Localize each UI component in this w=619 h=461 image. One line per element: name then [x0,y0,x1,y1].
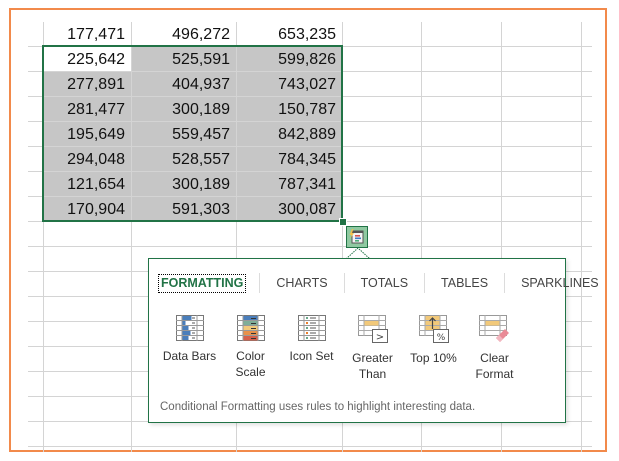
tool-label: Top 10% [403,350,464,366]
grid-col-line [342,22,343,452]
cell[interactable]: 300,189 [132,172,236,196]
quick-analysis-tabs: FORMATTING CHARTS TOTALS TABLES SPARKLIN… [157,273,601,293]
callout-pointer [345,247,371,260]
data-bars-button[interactable]: Data Bars [159,315,220,382]
tool-label-line1: Icon Set [289,349,334,363]
cell[interactable]: 525,591 [132,47,236,71]
cell[interactable]: 599,826 [237,47,342,71]
cell[interactable]: 195,649 [44,122,131,146]
greater-than-icon: > [357,315,388,343]
tab-sparklines[interactable]: SPARKLINES [521,275,599,290]
grid-row-line [28,196,592,197]
cell[interactable]: 784,345 [237,147,342,171]
tool-label-line1: Greater [352,351,393,365]
cell[interactable]: 559,457 [132,122,236,146]
cell[interactable]: 300,189 [132,97,236,121]
tool-label-line2: Than [358,367,387,381]
data-bars-icon [175,315,204,341]
quick-analysis-icon [349,229,364,244]
cell[interactable]: 591,303 [132,197,236,221]
grid-row-line [28,446,592,447]
cell[interactable]: 743,027 [237,72,342,96]
tab-formatting[interactable]: FORMATTING [157,273,247,293]
grid-row-line [28,96,592,97]
grid-col-line [581,22,582,452]
selection-border [42,45,343,222]
cell[interactable]: 496,272 [172,26,230,43]
cell[interactable]: 787,341 [237,172,342,196]
cell[interactable]: 281,477 [44,97,131,121]
grid-col-line [501,22,502,452]
tool-label-line1: Clear [480,351,509,365]
color-scale-button[interactable]: Color Scale [220,315,281,382]
quick-analysis-panel: FORMATTING CHARTS TOTALS TABLES SPARKLIN… [148,258,599,423]
formatting-tools: Data Bars [159,315,525,382]
grid-col-line [236,22,237,452]
screenshot-frame [9,8,607,452]
clear-format-icon [478,315,509,342]
tab-separator [259,273,261,293]
greater-than-button[interactable]: > Greater Than [342,315,403,382]
cell[interactable]: 277,891 [44,72,131,96]
tool-label: Data Bars [159,348,220,364]
top-10-percent-button[interactable]: % Top 10% [403,315,464,382]
tab-separator [424,273,426,293]
cell[interactable]: 121,654 [44,172,131,196]
grid-col-line [421,22,422,452]
cell[interactable]: 842,889 [237,122,342,146]
tab-tables[interactable]: TABLES [441,275,489,290]
tool-label: Greater Than [342,350,403,382]
cell[interactable]: 404,937 [132,72,236,96]
active-cell[interactable]: 225,642 [44,47,131,71]
tab-separator [343,273,345,293]
cell[interactable]: 528,557 [132,147,236,171]
cell[interactable]: 150,787 [237,97,342,121]
grid-col-line [131,22,132,452]
tool-label-line1: Data Bars [162,349,217,363]
svg-text:>: > [375,332,383,343]
tool-label-line2: Scale [235,365,266,379]
tool-label-line2: Format [475,367,514,381]
cell[interactable]: 177,471 [67,26,125,43]
tool-label-line1: Top 10% [410,351,457,365]
grid-row-line [28,146,592,147]
tool-label: Clear Format [464,350,525,382]
svg-text:%: % [436,333,445,343]
fill-handle[interactable] [339,218,347,226]
cell[interactable]: 300,087 [237,197,342,221]
icon-set-button[interactable]: Icon Set [281,315,342,382]
grid-row-line [28,246,592,247]
cell[interactable]: 653,235 [278,26,336,43]
grid-row-line [28,121,592,122]
clear-format-button[interactable]: Clear Format [464,315,525,382]
top-10-percent-icon: % [418,315,449,343]
quick-analysis-button[interactable] [346,226,368,248]
color-scale-icon [236,315,265,341]
cell[interactable]: 170,904 [44,197,131,221]
cell[interactable]: 294,048 [44,147,131,171]
grid-col-line [43,22,44,452]
tab-totals[interactable]: TOTALS [360,275,409,290]
tab-separator [504,273,506,293]
icon-set-icon [297,315,326,341]
formatting-description: Conditional Formatting uses rules to hig… [160,401,476,413]
tool-label: Color Scale [220,348,281,380]
grid-row-line [28,171,592,172]
tool-label: Icon Set [281,348,342,364]
grid-row-line [28,71,592,72]
tab-charts[interactable]: CHARTS [276,275,328,290]
tool-label-line1: Color [236,349,265,363]
